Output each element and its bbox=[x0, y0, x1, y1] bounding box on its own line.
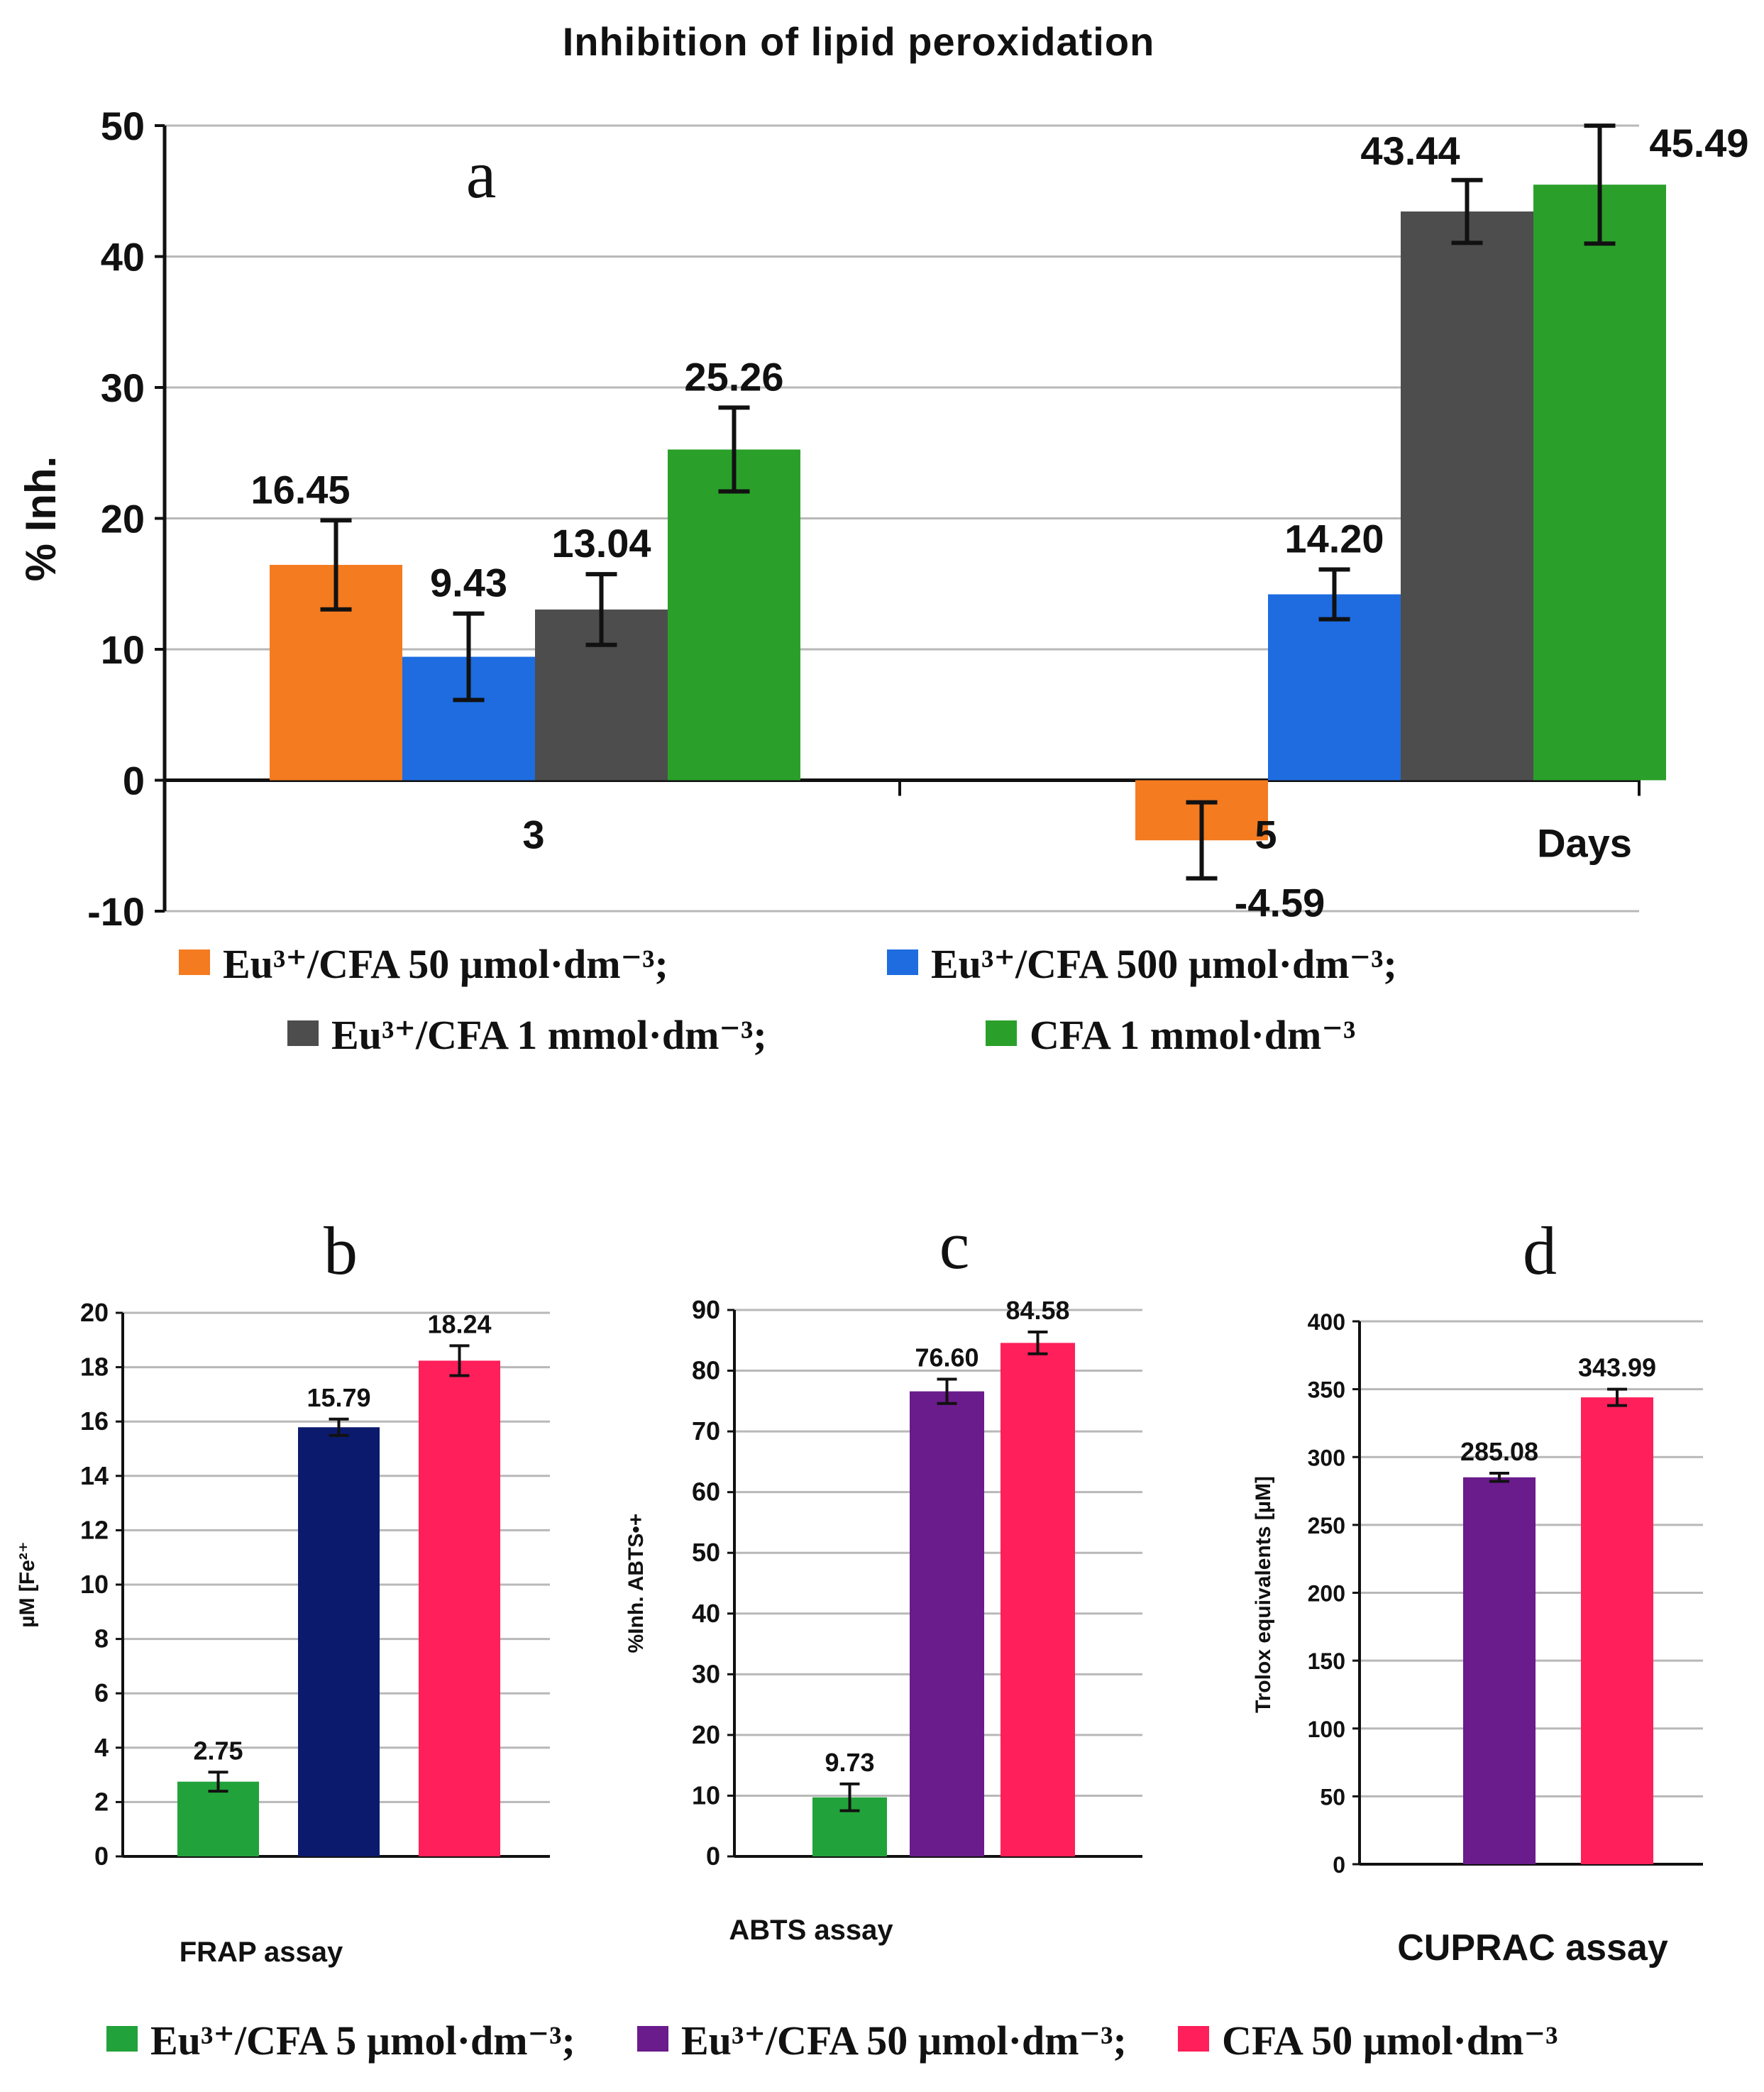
chart-a-bar bbox=[1401, 211, 1533, 781]
chart-d-ytick-label: 400 bbox=[1308, 1309, 1345, 1335]
chart-d-ytick-label: 250 bbox=[1308, 1513, 1345, 1538]
chart-b-bar bbox=[419, 1360, 500, 1856]
chart-c-data-label: 76.60 bbox=[915, 1343, 979, 1372]
legend-bottom-swatch bbox=[637, 2026, 668, 2052]
chart-c-ytick-label: 70 bbox=[692, 1416, 720, 1446]
chart-c-bar bbox=[910, 1391, 984, 1856]
chart-a-data-label: -4.59 bbox=[1235, 881, 1325, 925]
chart-a-legend-label: Eu³⁺/CFA 50 µmol·dm⁻³; bbox=[223, 941, 668, 987]
chart-a-legend-swatch bbox=[887, 949, 918, 975]
chart-c-ytick-label: 20 bbox=[692, 1720, 720, 1749]
chart-b-panel-letter: b bbox=[324, 1213, 358, 1289]
chart-d-xlabel: CUPRAC assay bbox=[1397, 1927, 1668, 1969]
chart-b-xlabel: FRAP assay bbox=[180, 1937, 343, 1968]
chart-b-ylabel: µM [Fe²⁺ bbox=[16, 1541, 39, 1627]
legend-bottom-label: Eu³⁺/CFA 50 µmol·dm⁻³; bbox=[681, 2017, 1127, 2064]
chart-a-legend-swatch bbox=[986, 1020, 1017, 1046]
chart-c-ytick-label: 60 bbox=[692, 1477, 720, 1507]
chart-b-ytick-label: 10 bbox=[80, 1570, 109, 1599]
chart-c-data-label: 9.73 bbox=[825, 1748, 874, 1777]
chart-d-ytick-label: 100 bbox=[1308, 1717, 1345, 1742]
chart-a-ytick-label: 30 bbox=[101, 365, 145, 410]
chart-d-bar bbox=[1463, 1477, 1536, 1864]
chart-a-bar bbox=[1268, 594, 1401, 781]
chart-d-ytick-label: 50 bbox=[1320, 1784, 1345, 1810]
chart-a-ytick-label: 10 bbox=[101, 627, 145, 672]
chart-d-ylabel: Trolox equivalents [µM] bbox=[1252, 1476, 1275, 1713]
chart-c-bar bbox=[1000, 1343, 1075, 1856]
chart-c-ytick-label: 80 bbox=[692, 1356, 720, 1385]
legend-bottom-swatch bbox=[106, 2026, 138, 2052]
chart-a-category-label: 3 bbox=[522, 813, 544, 857]
chart-c-data-label: 84.58 bbox=[1005, 1296, 1069, 1325]
chart-a-bar bbox=[1533, 185, 1666, 781]
chart-c-ytick-label: 50 bbox=[692, 1538, 720, 1567]
chart-a-legend-swatch bbox=[287, 1020, 319, 1046]
chart-a-legend-label: Eu³⁺/CFA 500 µmol·dm⁻³; bbox=[931, 941, 1397, 987]
legend-bottom-label: CFA 50 µmol·dm⁻³ bbox=[1222, 2017, 1558, 2064]
chart-b-data-label: 18.24 bbox=[427, 1309, 491, 1338]
chart-b-ytick-label: 16 bbox=[80, 1406, 109, 1436]
chart-b-ytick-label: 20 bbox=[80, 1298, 109, 1327]
chart-a-ytick-label: 50 bbox=[101, 104, 145, 148]
chart-b-data-label: 15.79 bbox=[307, 1383, 370, 1412]
chart-a-ytick-label: 20 bbox=[101, 497, 145, 541]
chart-d-data-label: 285.08 bbox=[1460, 1437, 1538, 1466]
chart-c-ylabel: %Inh. ABTS•+ bbox=[624, 1514, 648, 1653]
chart-a-title: Inhibition of lipid peroxidation bbox=[563, 19, 1155, 64]
chart-c-ytick-label: 30 bbox=[692, 1659, 720, 1688]
chart-d-ytick-label: 350 bbox=[1308, 1377, 1345, 1403]
chart-a-data-label: 16.45 bbox=[250, 467, 350, 512]
chart-a-ylabel: % Inh. bbox=[17, 456, 65, 582]
chart-a-data-label: 43.44 bbox=[1360, 128, 1460, 173]
chart-a-bar bbox=[668, 449, 800, 781]
chart-b-ytick-label: 18 bbox=[80, 1353, 109, 1382]
chart-c-ytick-label: 40 bbox=[692, 1599, 720, 1628]
chart-d-bar bbox=[1581, 1397, 1653, 1864]
chart-b-ytick-label: 8 bbox=[94, 1624, 109, 1653]
chart-b-ytick-label: 14 bbox=[80, 1461, 109, 1490]
chart-c-ytick-label: 90 bbox=[692, 1295, 720, 1324]
chart-a-data-label: 45.49 bbox=[1649, 121, 1748, 165]
chart-b-ytick-label: 4 bbox=[94, 1733, 109, 1762]
chart-d-panel-letter: d bbox=[1523, 1213, 1557, 1289]
chart-a-xlabel: Days bbox=[1537, 821, 1632, 866]
chart-a-legend-label: Eu³⁺/CFA 1 mmol·dm⁻³; bbox=[331, 1012, 767, 1058]
chart-a-category-label: 5 bbox=[1255, 813, 1277, 857]
chart-c-ytick-label: 10 bbox=[692, 1780, 720, 1810]
chart-b-ytick-label: 6 bbox=[94, 1678, 109, 1707]
chart-d-data-label: 343.99 bbox=[1578, 1353, 1656, 1382]
chart-a-data-label: 14.20 bbox=[1284, 516, 1384, 561]
chart-a-data-label: 9.43 bbox=[430, 561, 507, 605]
chart-c-panel-letter: c bbox=[939, 1207, 970, 1283]
chart-b-data-label: 2.75 bbox=[193, 1736, 243, 1765]
chart-a-ytick-label: 40 bbox=[101, 235, 145, 280]
chart-d-ytick-label: 200 bbox=[1308, 1581, 1345, 1607]
chart-a-legend-swatch bbox=[179, 949, 210, 975]
chart-b-ytick-label: 0 bbox=[94, 1841, 109, 1871]
chart-a-data-label: 13.04 bbox=[551, 521, 651, 566]
chart-a-panel-letter: a bbox=[466, 136, 497, 212]
legend-bottom-swatch bbox=[1178, 2026, 1209, 2052]
chart-a-data-label: 25.26 bbox=[684, 354, 783, 399]
chart-c-ytick-label: 0 bbox=[706, 1841, 720, 1871]
chart-d-ytick-label: 150 bbox=[1308, 1648, 1345, 1674]
chart-d-ytick-label: 300 bbox=[1308, 1445, 1345, 1470]
chart-a-ytick-label: -10 bbox=[87, 889, 145, 934]
chart-a-legend-label: CFA 1 mmol·dm⁻³ bbox=[1030, 1012, 1355, 1058]
chart-b-bar bbox=[298, 1427, 380, 1856]
chart-b-ytick-label: 12 bbox=[80, 1515, 109, 1544]
chart-b-ytick-label: 2 bbox=[94, 1787, 109, 1816]
chart-c-xlabel: ABTS assay bbox=[729, 1915, 893, 1946]
chart-a-ytick-label: 0 bbox=[123, 759, 145, 803]
chart-d-ytick-label: 0 bbox=[1333, 1852, 1345, 1878]
legend-bottom-label: Eu³⁺/CFA 5 µmol·dm⁻³; bbox=[150, 2017, 575, 2064]
chart-b-bar bbox=[177, 1781, 259, 1856]
